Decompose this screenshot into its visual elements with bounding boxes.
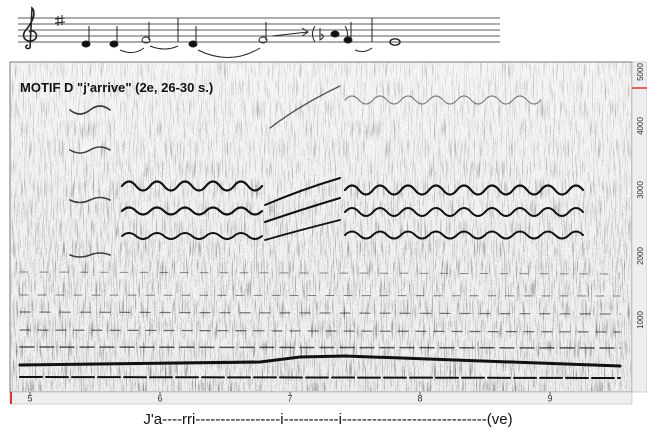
- lyrics: J'a----rri-----------------i-----------i…: [143, 411, 512, 428]
- spectrogram-title: MOTIF D "j'arrive" (2e, 26-30 s.): [20, 80, 213, 95]
- x-tick-label: 8: [417, 393, 422, 403]
- y-tick-label: 2000: [636, 247, 645, 265]
- y-tick-label: 1000: [636, 311, 645, 329]
- x-tick-label: 9: [547, 393, 552, 403]
- music-staff: [18, 8, 500, 58]
- x-tick-label: 6: [157, 393, 162, 403]
- page: {"spectrogram": {"title": "MOTIF D \"j'a…: [0, 0, 647, 430]
- x-tick-label: 7: [287, 393, 292, 403]
- x-tick-label: 5: [27, 393, 32, 403]
- y-tick-label: 4000: [636, 117, 645, 135]
- y-tick-label: 3000: [636, 181, 645, 199]
- figure: MOTIF D "j'arrive" (2e, 26-30 s.) 5000 4…: [0, 0, 647, 430]
- y-tick-label: 5000: [636, 63, 645, 81]
- spectrogram: MOTIF D "j'arrive" (2e, 26-30 s.) 5000 4…: [10, 62, 647, 404]
